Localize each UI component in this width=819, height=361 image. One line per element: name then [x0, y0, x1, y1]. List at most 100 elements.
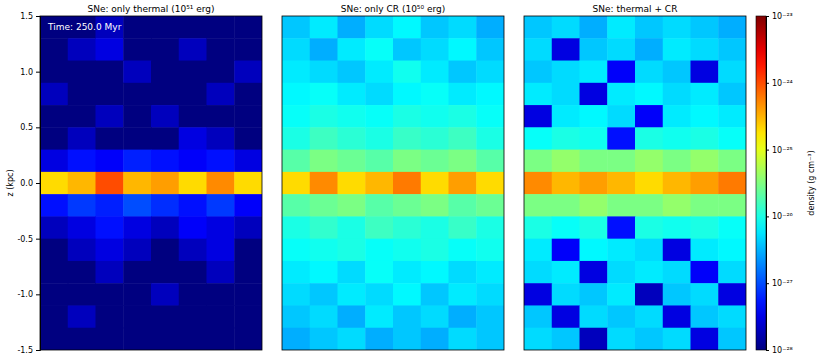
cell — [476, 216, 504, 239]
cell — [68, 328, 96, 350]
colorbar-tick-mark — [766, 150, 769, 151]
cell — [40, 305, 68, 328]
y-tick: -1.0 — [17, 290, 40, 299]
cell — [123, 172, 151, 195]
cell — [282, 261, 310, 284]
colorbar-tick-mark — [766, 16, 769, 17]
cell — [421, 305, 449, 328]
cell — [207, 216, 235, 239]
cell — [524, 261, 552, 284]
cell — [310, 150, 338, 173]
cell — [68, 105, 96, 128]
cell — [663, 38, 691, 61]
cell — [580, 105, 608, 128]
y-tick: 1.5 — [20, 12, 40, 21]
plot-frame — [524, 16, 746, 350]
plot-frame — [282, 16, 504, 350]
cell — [524, 172, 552, 195]
cell — [234, 150, 262, 173]
y-tick-mark — [36, 239, 40, 240]
cell — [234, 305, 262, 328]
cell — [607, 261, 635, 284]
cell — [449, 16, 477, 39]
y-tick-label: -1.0 — [17, 290, 33, 299]
cell — [310, 127, 338, 150]
cell — [635, 38, 663, 61]
cell — [449, 216, 477, 239]
cell — [691, 328, 719, 350]
cell — [40, 61, 68, 84]
cell — [663, 283, 691, 306]
cell — [338, 261, 366, 284]
cell — [421, 194, 449, 217]
cell — [207, 305, 235, 328]
cell — [580, 150, 608, 173]
cell — [338, 328, 366, 350]
cell — [718, 261, 746, 284]
cell — [476, 127, 504, 150]
y-axis: -1.5-1.0-0.50.00.51.01.5 — [17, 12, 40, 355]
colorbar-tick-label: 10⁻²⁷ — [772, 279, 793, 288]
cell — [123, 328, 151, 350]
cell — [207, 328, 235, 350]
cell — [607, 172, 635, 195]
cell — [40, 216, 68, 239]
cell — [40, 83, 68, 106]
cell — [151, 105, 179, 128]
panel: SNe: only CR (10⁵⁰ erg) — [282, 4, 505, 351]
cell — [68, 61, 96, 84]
cell — [524, 150, 552, 173]
cell — [365, 150, 393, 173]
cell — [365, 305, 393, 328]
cell — [179, 283, 207, 306]
cell — [607, 194, 635, 217]
cell — [234, 61, 262, 84]
cell — [663, 305, 691, 328]
cell — [635, 216, 663, 239]
cell — [234, 172, 262, 195]
cell — [718, 216, 746, 239]
cell — [96, 105, 124, 128]
cell — [123, 239, 151, 262]
cell — [96, 216, 124, 239]
cell — [580, 194, 608, 217]
cell — [552, 38, 580, 61]
cell — [365, 16, 393, 39]
cell — [552, 150, 580, 173]
cell — [718, 127, 746, 150]
cell — [338, 150, 366, 173]
cell — [365, 283, 393, 306]
cell — [476, 261, 504, 284]
cell — [393, 283, 421, 306]
cell — [580, 261, 608, 284]
cell — [338, 305, 366, 328]
cell — [476, 172, 504, 195]
cell — [718, 150, 746, 173]
cell — [421, 283, 449, 306]
colorbar-tick: 10⁻²⁸ — [766, 346, 793, 355]
cell — [310, 239, 338, 262]
colorbar-tick-label: 10⁻²⁸ — [772, 346, 793, 355]
cell — [365, 194, 393, 217]
cell — [40, 194, 68, 217]
cell — [282, 105, 310, 128]
cell — [96, 150, 124, 173]
cell — [310, 38, 338, 61]
cell — [68, 216, 96, 239]
cell — [393, 172, 421, 195]
cell — [68, 83, 96, 106]
cell — [393, 127, 421, 150]
cell — [179, 239, 207, 262]
cell — [179, 194, 207, 217]
cell — [524, 61, 552, 84]
cell — [421, 83, 449, 106]
cell — [718, 16, 746, 39]
y-tick-mark — [36, 127, 40, 128]
cell — [68, 127, 96, 150]
cell — [234, 194, 262, 217]
cell — [607, 239, 635, 262]
cell — [718, 105, 746, 128]
y-tick-label: 0.0 — [20, 179, 33, 188]
cell — [476, 328, 504, 350]
cell — [691, 283, 719, 306]
